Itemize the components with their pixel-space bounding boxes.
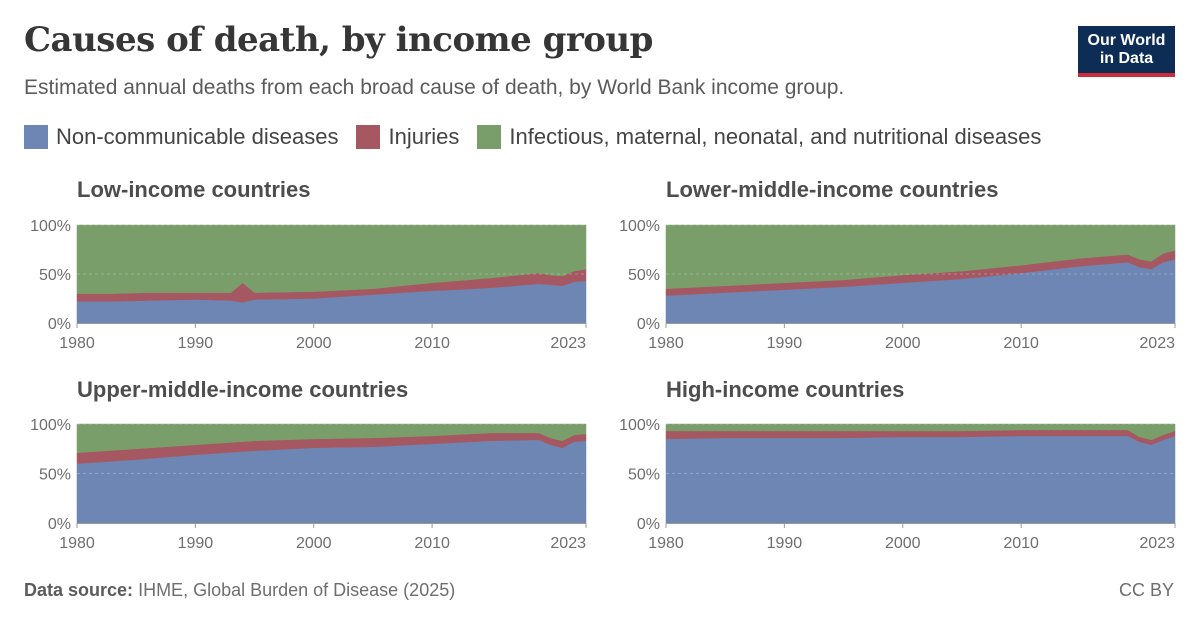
area-non-communicable-diseases [665, 435, 1176, 524]
panel-low-income-countries: Low-income countries 0% 50% 100% 1980 1990 200… [30, 177, 587, 352]
x-tick-label: 2010 [1003, 335, 1039, 352]
x-tick-label: 2000 [296, 535, 332, 552]
y-tick-label: 100% [619, 417, 660, 434]
x-tick-label: 1980 [648, 335, 684, 352]
y-tick-label: 50% [628, 267, 660, 284]
logo-line-1: Our World [1087, 31, 1166, 49]
x-tick-label: 1990 [178, 335, 214, 352]
x-tick-label: 2023 [1139, 535, 1175, 552]
panel-title: Upper-middle-income countries [77, 377, 408, 402]
area-infectious-maternal-neonatal-and-nutritional-diseases [665, 224, 1176, 289]
y-tick-label: 0% [48, 316, 71, 333]
legend-swatch-ncd [24, 125, 48, 149]
x-tick-label: 2023 [1139, 335, 1175, 352]
y-tick-label: 100% [619, 218, 660, 235]
legend-label-injuries: Injuries [388, 124, 460, 149]
legend-item-injuries[interactable]: Injuries [356, 124, 459, 150]
y-tick-label: 100% [30, 218, 71, 235]
x-tick-label: 1990 [767, 335, 803, 352]
chart-title: Causes of death, by income group [24, 20, 653, 60]
panel-high-income-countries: High-income countries 0% 50% 100% 1980 1990 20… [619, 377, 1176, 552]
y-tick-label: 50% [39, 467, 71, 484]
legend-item-infectious[interactable]: Infectious, maternal, neonatal, and nutr… [477, 124, 1041, 150]
legend-label-ncd: Non-communicable diseases [56, 124, 339, 149]
legend-item-ncd[interactable]: Non-communicable diseases [24, 124, 338, 150]
x-tick-label: 2010 [1003, 535, 1039, 552]
chart-subtitle: Estimated annual deaths from each broad … [24, 76, 845, 99]
y-tick-label: 50% [39, 267, 71, 284]
legend: Non-communicable diseases Injuries Infec… [24, 124, 1059, 150]
panel-title: Lower-middle-income countries [666, 177, 999, 202]
y-tick-label: 0% [637, 316, 660, 333]
x-tick-label: 1980 [59, 535, 95, 552]
x-tick-label: 2000 [885, 335, 921, 352]
panel-upper-middle-income-countries: Upper-middle-income countries 0% 50% 100% 19… [30, 377, 587, 552]
area-infectious-maternal-neonatal-and-nutritional-diseases [665, 423, 1176, 441]
x-tick-label: 1980 [648, 535, 684, 552]
logo-line-2: in Data [1099, 49, 1154, 67]
data-source: Data source: IHME, Global Burden of Dise… [24, 580, 455, 601]
x-tick-label: 1980 [59, 335, 95, 352]
x-tick-label: 2010 [414, 335, 450, 352]
y-tick-label: 0% [637, 516, 660, 533]
area-infectious-maternal-neonatal-and-nutritional-diseases [76, 423, 587, 453]
legend-swatch-infectious [477, 125, 502, 149]
y-tick-label: 50% [628, 467, 660, 484]
legend-swatch-injuries [356, 125, 381, 149]
x-tick-label: 2023 [550, 535, 586, 552]
owid-logo[interactable]: Our World in Data [1078, 26, 1175, 77]
x-tick-label: 1990 [767, 535, 803, 552]
y-tick-label: 0% [48, 516, 71, 533]
y-tick-label: 100% [30, 417, 71, 434]
data-source-label: Data source: [24, 580, 134, 600]
x-tick-label: 2023 [550, 335, 586, 352]
panel-title: Low-income countries [77, 177, 310, 202]
panel-title: High-income countries [666, 377, 904, 402]
panel-lower-middle-income-countries: Lower-middle-income countries 0% 50% 100% 19… [619, 177, 1176, 352]
legend-label-infectious: Infectious, maternal, neonatal, and nutr… [509, 124, 1042, 149]
x-tick-label: 1990 [178, 535, 214, 552]
x-tick-label: 2000 [296, 335, 332, 352]
x-tick-label: 2000 [885, 535, 921, 552]
data-source-text[interactable]: IHME, Global Burden of Disease (2025) [138, 580, 456, 600]
area-infectious-maternal-neonatal-and-nutritional-diseases [76, 224, 587, 294]
license[interactable]: CC BY [1118, 580, 1174, 600]
x-tick-label: 2010 [414, 535, 450, 552]
